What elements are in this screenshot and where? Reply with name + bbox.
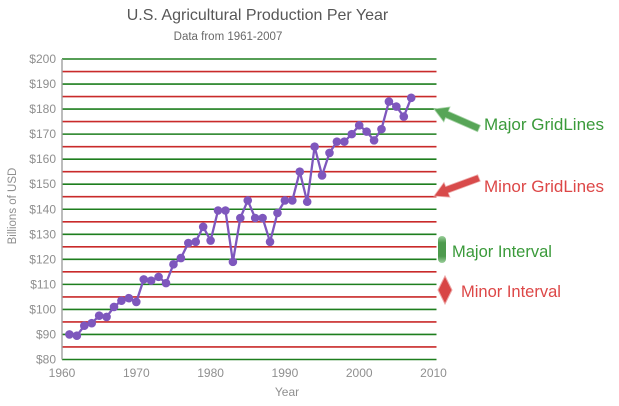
data-point — [169, 260, 178, 269]
minor-gridlines-arrow-icon — [433, 174, 481, 198]
data-point — [310, 142, 319, 151]
data-point — [124, 293, 134, 303]
data-point — [377, 124, 386, 134]
chart-subtitle: Data from 1961-2007 — [173, 31, 283, 43]
data-point — [340, 137, 349, 146]
data-point — [258, 213, 267, 223]
data-point — [265, 237, 275, 247]
data-point — [347, 129, 357, 139]
major-gridlines-arrow-icon — [433, 106, 481, 133]
svg-text:$200: $200 — [29, 52, 56, 66]
data-point — [198, 222, 208, 232]
data-point — [354, 121, 364, 130]
minor-gridlines — [62, 70, 437, 348]
data-point — [243, 196, 253, 205]
data-point — [176, 253, 186, 263]
data-point — [280, 196, 290, 205]
data-point — [369, 136, 379, 145]
data-series — [65, 93, 416, 341]
svg-text:$120: $120 — [29, 252, 56, 266]
data-point — [139, 275, 149, 284]
data-point — [399, 112, 409, 121]
data-point — [221, 206, 230, 215]
svg-text:1960: 1960 — [49, 366, 76, 380]
data-point — [325, 148, 334, 158]
data-point — [288, 196, 297, 205]
data-point — [384, 97, 394, 106]
data-point — [102, 312, 111, 322]
x-axis-title: Year — [274, 385, 300, 399]
svg-text:1980: 1980 — [197, 366, 224, 380]
data-point — [392, 102, 401, 111]
data-point — [117, 296, 126, 305]
data-point — [317, 171, 327, 180]
chart-title: U.S. Agricultural Production Per Year — [126, 7, 389, 24]
data-point — [161, 278, 171, 288]
data-point — [154, 272, 163, 282]
svg-text:2010: 2010 — [420, 366, 447, 380]
data-point — [79, 321, 89, 330]
data-point — [146, 276, 156, 285]
data-point — [72, 331, 82, 341]
minor-interval-label: Minor Interval — [461, 283, 561, 301]
svg-text:2000: 2000 — [346, 366, 373, 380]
minor-interval-icon — [437, 275, 453, 305]
data-point — [206, 236, 215, 245]
major-gridlines — [62, 58, 437, 361]
svg-text:$180: $180 — [29, 102, 56, 116]
y-axis-labels: $80 $90 $100 $110 $120 $130 $140 $150 $160 $170 $1… — [29, 52, 56, 367]
data-point — [406, 93, 416, 103]
svg-text:$100: $100 — [29, 302, 56, 316]
data-point — [132, 297, 141, 307]
svg-text:1990: 1990 — [272, 366, 299, 380]
svg-text:$170: $170 — [29, 127, 56, 141]
x-axis-labels: 1960 1970 1980 1990 2000 2010 — [49, 366, 448, 380]
data-point — [94, 311, 104, 320]
data-point — [191, 237, 201, 247]
data-point — [213, 206, 223, 215]
data-point — [109, 302, 119, 312]
data-point — [273, 208, 282, 218]
data-point — [228, 257, 238, 267]
svg-text:$90: $90 — [36, 327, 56, 341]
data-point — [184, 238, 193, 248]
data-point — [295, 167, 305, 176]
data-point — [362, 127, 371, 136]
svg-text:$130: $130 — [29, 227, 56, 241]
data-point — [250, 213, 260, 223]
svg-text:1970: 1970 — [123, 366, 150, 380]
svg-text:$140: $140 — [29, 202, 56, 216]
minor-gridlines-label: Minor GridLines — [484, 177, 604, 196]
svg-text:$190: $190 — [29, 77, 56, 91]
data-point — [87, 318, 97, 328]
data-point — [332, 137, 342, 146]
svg-text:$110: $110 — [30, 277, 56, 291]
data-point — [65, 330, 74, 339]
major-gridlines-label: Major GridLines — [484, 115, 604, 134]
svg-text:$80: $80 — [36, 353, 56, 367]
data-point — [236, 213, 245, 223]
major-interval-label: Major Interval — [452, 243, 552, 261]
data-point — [302, 197, 312, 207]
svg-text:$160: $160 — [29, 152, 56, 166]
svg-text:$150: $150 — [29, 177, 56, 191]
major-interval-icon — [438, 236, 446, 263]
